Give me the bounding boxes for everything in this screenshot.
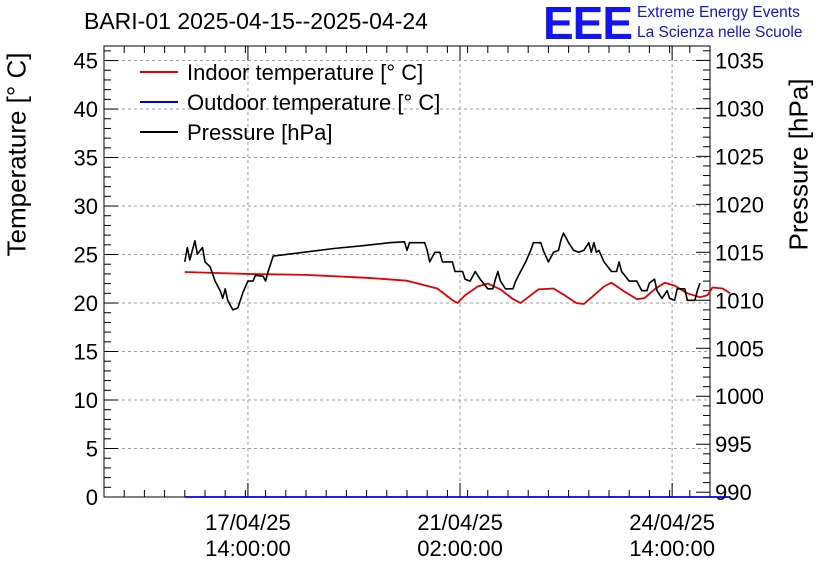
y-tick-label-right: 1015 — [715, 240, 764, 265]
y-axis-label-right: Pressure [hPa] — [783, 78, 814, 251]
y-tick-label-left: 10 — [74, 388, 98, 413]
x-tick-label-time: 14:00:00 — [629, 536, 715, 561]
chart-title: BARI-01 2025-04-15--2025-04-24 — [84, 8, 428, 34]
y-tick-label-left: 0 — [86, 485, 98, 510]
legend-label-1: Outdoor temperature [° C] — [187, 90, 440, 115]
y-tick-label-right: 1020 — [715, 192, 764, 217]
y-tick-label-right: 1000 — [715, 384, 764, 409]
y-tick-label-right: 1025 — [715, 144, 764, 169]
y-axis-label-left: Temperature [° C] — [1, 52, 32, 257]
y-tick-label-right: 1010 — [715, 288, 764, 313]
brand-line-2: La Scienza nelle Scuole — [637, 24, 803, 41]
y-tick-label-left: 25 — [74, 243, 98, 268]
y-tick-label-right: 1035 — [715, 48, 764, 73]
legend-label-0: Indoor temperature [° C] — [187, 60, 423, 85]
y-tick-label-left: 40 — [74, 97, 98, 122]
y-tick-label-left: 5 — [86, 437, 98, 462]
y-tick-label-right: 1030 — [715, 96, 764, 121]
x-tick-label-date: 24/04/25 — [629, 510, 715, 535]
y-tick-label-right: 990 — [715, 480, 752, 505]
brand-line-1: Extreme Energy Events — [637, 4, 800, 21]
brand-logo-block: EEE Extreme Energy Events La Scienza nel… — [541, 0, 836, 47]
y-tick-label-right: 995 — [715, 432, 752, 457]
x-tick-label-date: 21/04/25 — [417, 510, 503, 535]
x-tick-label-date: 17/04/25 — [205, 510, 291, 535]
x-tick-label-time: 14:00:00 — [205, 536, 291, 561]
x-tick-label-time: 02:00:00 — [417, 536, 503, 561]
y-tick-label-right: 1005 — [715, 336, 764, 361]
y-tick-label-left: 30 — [74, 194, 98, 219]
y-tick-label-left: 15 — [74, 340, 98, 365]
series-line-2 — [184, 232, 701, 311]
legend-label-2: Pressure [hPa] — [187, 120, 333, 145]
y-tick-label-left: 35 — [74, 146, 98, 171]
y-tick-label-left: 45 — [74, 49, 98, 74]
y-tick-label-left: 20 — [74, 291, 98, 316]
eee-logo: EEE — [543, 0, 633, 49]
